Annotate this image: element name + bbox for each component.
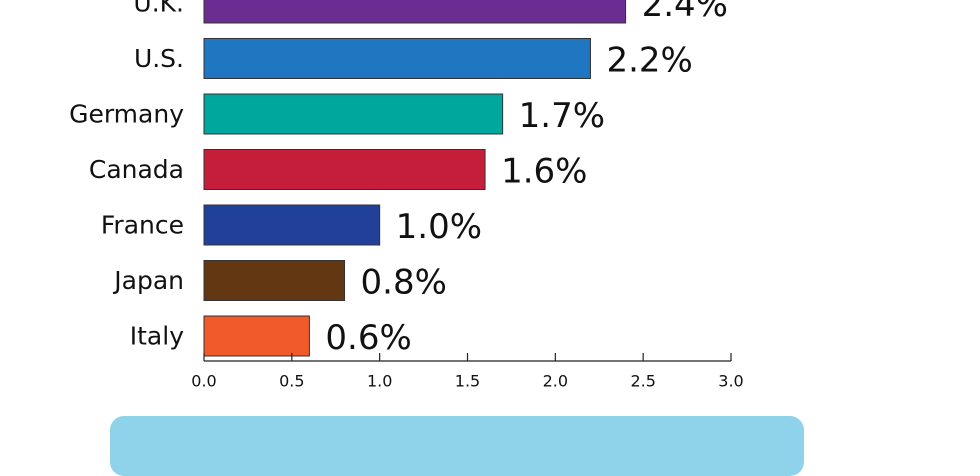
category-label-u-k: U.K. [133, 0, 184, 18]
category-label-germany: Germany [69, 100, 184, 129]
bar-italy [203, 315, 310, 357]
category-label-italy: Italy [130, 322, 184, 351]
x-tick-label: 2.5 [630, 372, 655, 391]
value-label-u-k: 2.4% [642, 0, 728, 25]
x-tick-label: 1.5 [455, 372, 480, 391]
value-label-germany: 1.7% [519, 96, 605, 136]
bar-chart: U.K. 2.4% U.S. 2.2% Germany 1.7% Canada 1.6% Fra… [69, 0, 744, 391]
x-tick-label: 0.0 [191, 372, 216, 391]
bar-u-k [203, 0, 627, 24]
value-label-canada: 1.6% [501, 152, 587, 192]
x-tick-label: 0.5 [279, 372, 304, 391]
value-label-france: 1.0% [396, 207, 482, 247]
bar-japan [203, 260, 346, 301]
bar-u-s [203, 38, 591, 79]
value-label-u-s: 2.2% [606, 41, 692, 81]
value-label-japan: 0.8% [361, 263, 447, 303]
bars-layer: U.K. 2.4% U.S. 2.2% Germany 1.7% Canada 1.6% Fra… [69, 0, 728, 358]
x-axis: 0.0 0.5 1.0 1.5 2.0 2.5 3.0 [191, 353, 744, 391]
x-tick-label: 3.0 [718, 372, 743, 391]
note-panel [110, 416, 804, 476]
x-tick-label: 1.0 [367, 372, 392, 391]
bar-canada [203, 149, 486, 190]
category-label-japan: Japan [112, 266, 184, 295]
category-label-u-s: U.S. [134, 44, 184, 73]
x-tick-label: 2.0 [543, 372, 568, 391]
category-label-france: France [101, 211, 184, 240]
category-label-canada: Canada [89, 155, 184, 184]
value-label-italy: 0.6% [325, 318, 411, 358]
bar-france [203, 204, 381, 246]
bar-germany [203, 93, 504, 135]
